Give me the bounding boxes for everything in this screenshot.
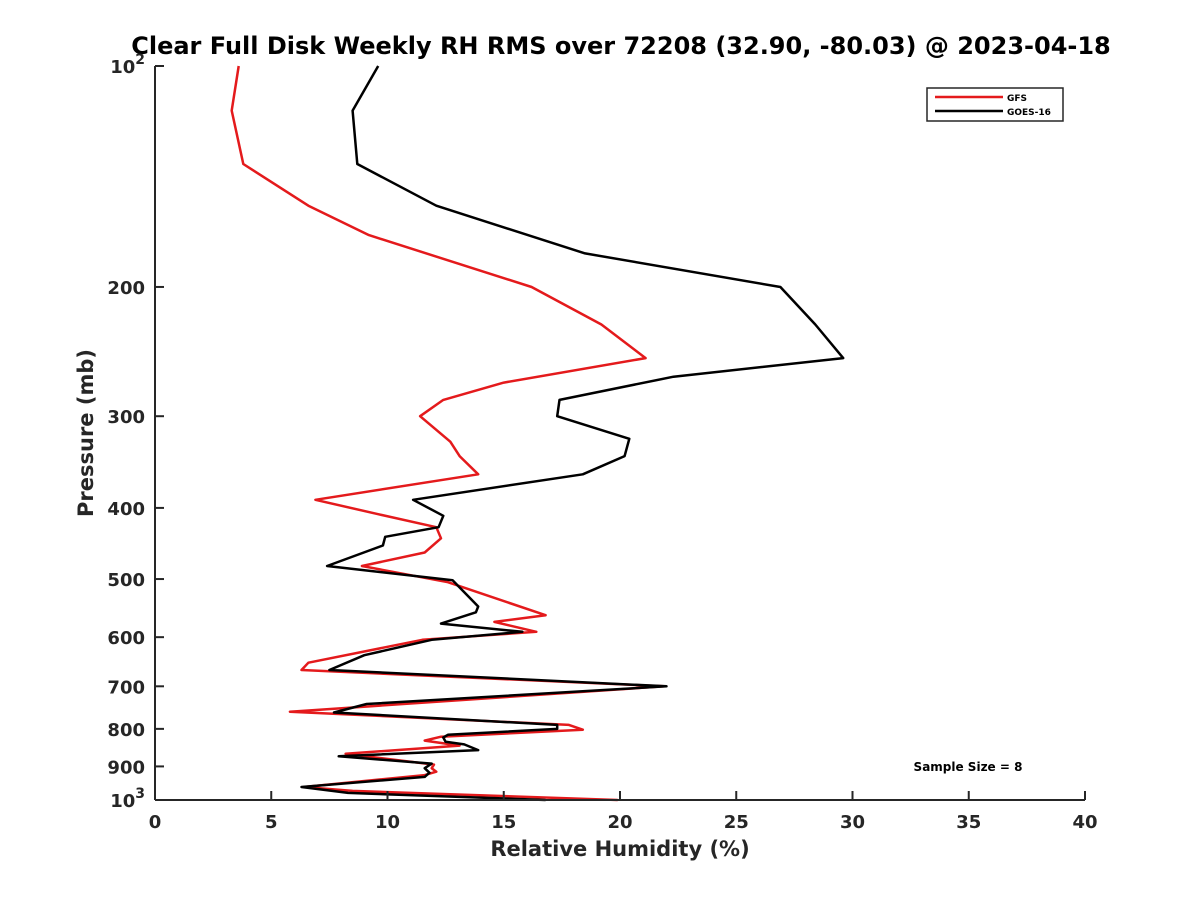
y-tick-label: 103 — [110, 786, 145, 812]
x-tick-label: 5 — [265, 812, 278, 833]
y-tick-label: 900 — [107, 757, 145, 778]
x-axis-label: Relative Humidity (%) — [490, 837, 749, 861]
chart-title: Clear Full Disk Weekly RH RMS over 72208… — [131, 32, 1111, 60]
series-line-goes-16 — [300, 65, 845, 802]
y-axis-label: Pressure (mb) — [74, 349, 98, 517]
legend-box — [926, 87, 1064, 122]
sample-size-annotation: Sample Size = 8 — [914, 760, 1023, 774]
x-tick-label: 15 — [491, 812, 516, 833]
x-tick-label: 10 — [375, 812, 400, 833]
x-tick-label: 40 — [1072, 812, 1097, 833]
series-line-gfs — [230, 65, 666, 802]
x-ticks: 0 5 10 15 20 25 30 35 40 — [149, 791, 1098, 833]
x-tick-label: 35 — [956, 812, 981, 833]
x-tick-label: 25 — [724, 812, 749, 833]
y-tick-label: 300 — [107, 407, 145, 428]
legend-label-goes16: GOES-16 — [1007, 108, 1051, 118]
x-tick-label: 30 — [840, 812, 865, 833]
y-tick-label: 102 — [110, 52, 145, 78]
y-tick-label: 600 — [107, 628, 145, 649]
y-tick-label: 200 — [107, 278, 145, 299]
x-tick-label: 0 — [149, 812, 162, 833]
y-tick-label: 700 — [107, 677, 145, 698]
legend: GFS GOES-16 — [926, 87, 1064, 122]
x-tick-label: 20 — [607, 812, 632, 833]
legend-label-gfs: GFS — [1007, 94, 1027, 104]
y-ticks: 102 200 300 400 500 600 700 800 900 103 — [107, 52, 164, 812]
y-tick-label: 400 — [107, 499, 145, 520]
y-tick-label: 500 — [107, 570, 145, 591]
series-layer — [230, 65, 845, 802]
y-tick-label: 800 — [107, 720, 145, 741]
